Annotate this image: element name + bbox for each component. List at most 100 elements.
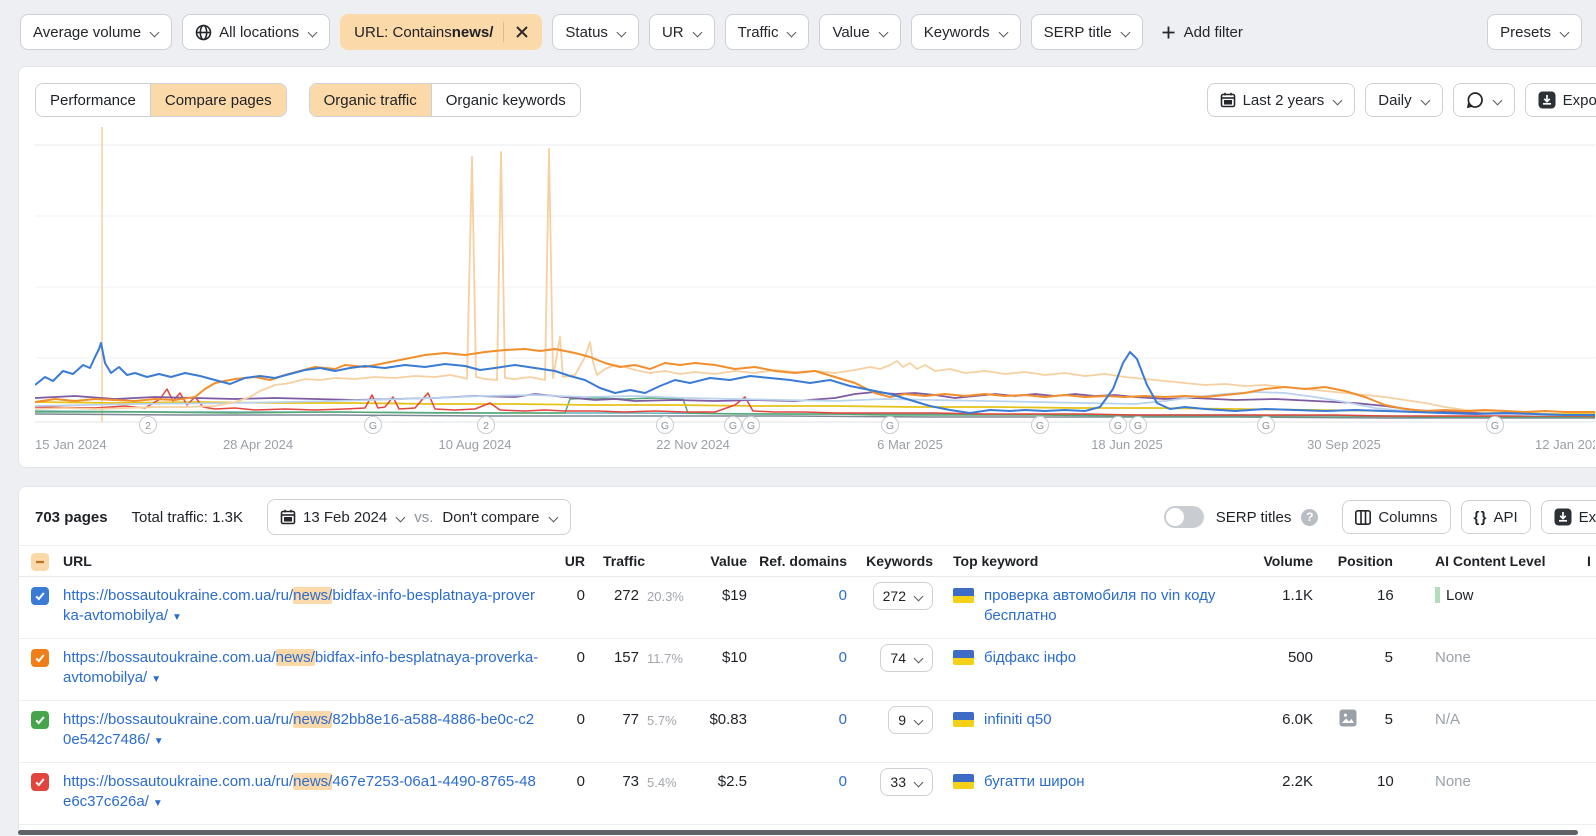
url-dropdown-caret[interactable]: ▼ <box>152 798 163 809</box>
row-checkbox-checked[interactable] <box>31 773 49 791</box>
traffic-percent: 20.3% <box>647 589 684 604</box>
ref-domains-link[interactable]: 0 <box>838 773 847 790</box>
chart-event-marker-g[interactable]: G <box>656 416 674 434</box>
ukraine-flag-icon <box>953 712 974 727</box>
chart-event-marker-g[interactable]: G <box>1129 416 1147 434</box>
filter-label: Keywords <box>923 23 990 41</box>
filter-chip-prefix: URL: Contains <box>354 23 452 41</box>
row-checkbox-checked[interactable] <box>31 587 49 605</box>
column-header-url[interactable]: URL <box>63 553 92 569</box>
traffic-cell: 157 11.7% <box>591 648 707 669</box>
table-export-button[interactable]: Export <box>1540 500 1596 534</box>
column-header-traffic[interactable]: Traffic <box>603 553 646 569</box>
top-keyword-link[interactable]: бідфакс інфо <box>984 649 1077 666</box>
filter-all-locations-button[interactable]: All locations <box>182 14 331 50</box>
chart-event-marker-2[interactable]: 2 <box>477 416 495 434</box>
page-url-link[interactable]: https://bossautoukraine.com.ua/ru/news/b… <box>63 587 535 624</box>
top-keyword-link[interactable]: infiniti q50 <box>984 711 1052 728</box>
serp-titles-toggle[interactable] <box>1163 506 1204 528</box>
column-header-ai[interactable]: AI Content Level <box>1435 553 1546 569</box>
tab-compare-pages[interactable]: Compare pages <box>149 84 286 116</box>
chart-event-marker-g[interactable]: G <box>1486 416 1504 434</box>
top-keyword-link[interactable]: бугатти широн <box>984 773 1085 790</box>
columns-icon <box>1355 509 1372 525</box>
column-header-extra[interactable]: I <box>1587 553 1591 569</box>
filter-value-button[interactable]: Value <box>819 14 901 50</box>
api-label: API <box>1493 508 1518 526</box>
column-header-ur[interactable]: UR <box>564 553 585 569</box>
column-header-value[interactable]: Value <box>710 553 747 569</box>
column-header-volume[interactable]: Volume <box>1263 553 1313 569</box>
chart-event-marker-g[interactable]: G <box>1109 416 1127 434</box>
remove-filter-button[interactable] <box>508 18 536 46</box>
value-cell: $0.83 <box>709 711 747 728</box>
volume-cell: 1.1K <box>1282 587 1313 604</box>
columns-label: Columns <box>1378 508 1438 526</box>
compare-label: Don't compare <box>442 508 540 526</box>
chart-event-marker-g[interactable]: G <box>742 416 760 434</box>
column-header-topkw[interactable]: Top keyword <box>953 553 1039 569</box>
filter-ur-button[interactable]: UR <box>648 14 715 50</box>
row-checkbox-checked[interactable] <box>31 649 49 667</box>
chart-event-marker-g[interactable]: G <box>364 416 382 434</box>
table-date-compare-control[interactable]: 13 Feb 2024 vs. Don't compare <box>267 499 571 535</box>
keywords-select[interactable]: 74 <box>880 644 933 672</box>
page-url-link[interactable]: https://bossautoukraine.com.ua/news/bidf… <box>63 649 538 686</box>
granularity-button[interactable]: Daily <box>1365 83 1443 117</box>
ref-domains-link[interactable]: 0 <box>838 711 847 728</box>
filter-status-button[interactable]: Status <box>552 14 639 50</box>
x-axis-label: 30 Sep 2025 <box>1307 437 1381 452</box>
url-dropdown-caret[interactable]: ▼ <box>151 674 162 685</box>
filter-traffic-button[interactable]: Traffic <box>724 14 810 50</box>
filter-average-volume-button[interactable]: Average volume <box>20 14 173 50</box>
value-cell: $2.5 <box>717 773 747 790</box>
x-axis-label: 6 Mar 2025 <box>877 437 943 452</box>
keywords-select[interactable]: 9 <box>888 706 933 734</box>
keywords-select[interactable]: 33 <box>880 768 933 796</box>
keywords-select[interactable]: 272 <box>872 582 933 610</box>
table-toolbar: 703 pages Total traffic: 1.3K 13 Feb 202… <box>19 487 1596 545</box>
filter-presets-button[interactable]: Presets <box>1487 14 1582 50</box>
chart-event-marker-g[interactable]: G <box>1031 416 1049 434</box>
page-url-link[interactable]: https://bossautoukraine.com.ua/ru/news/4… <box>63 773 536 810</box>
api-button[interactable]: { } API <box>1460 500 1531 534</box>
chart-event-marker-g[interactable]: G <box>1257 416 1275 434</box>
calendar-icon <box>280 509 296 525</box>
annotations-button[interactable] <box>1452 83 1515 117</box>
plus-icon <box>1161 25 1176 40</box>
x-axis-label: 18 Jun 2025 <box>1091 437 1163 452</box>
filter-label: Presets <box>1500 23 1551 41</box>
tab-organic-keywords[interactable]: Organic keywords <box>430 84 580 116</box>
column-header-position[interactable]: Position <box>1337 553 1393 569</box>
add-filter-button[interactable]: Add filter <box>1153 14 1251 50</box>
chart-event-marker-g[interactable]: G <box>881 416 899 434</box>
row-checkbox-checked[interactable] <box>31 711 49 729</box>
chart-event-marker-2[interactable]: 2 <box>139 416 157 434</box>
svg-text:G: G <box>886 420 894 432</box>
select-all-checkbox-indeterminate[interactable] <box>31 552 49 571</box>
active-filter-chip-url-contains[interactable]: URL: Contains news/ <box>340 14 543 50</box>
ref-domains-link[interactable]: 0 <box>838 587 847 604</box>
chart-export-button[interactable]: Export <box>1524 83 1596 117</box>
horizontal-scrollbar[interactable] <box>18 830 1578 835</box>
svg-text:G: G <box>1134 420 1142 432</box>
svg-text:G: G <box>747 420 755 432</box>
tab-performance[interactable]: Performance <box>36 84 150 116</box>
top-keyword-link[interactable]: проверка автомобиля по vin коду бесплатн… <box>984 587 1216 624</box>
chevron-down-icon <box>879 28 888 37</box>
tab-organic-traffic[interactable]: Organic traffic <box>309 84 431 116</box>
x-axis-label: 22 Nov 2024 <box>656 437 730 452</box>
chart-event-marker-g[interactable]: G <box>724 416 742 434</box>
url-dropdown-caret[interactable]: ▼ <box>153 736 164 747</box>
column-header-ref[interactable]: Ref. domains <box>759 553 847 569</box>
filter-keywords-button[interactable]: Keywords <box>910 14 1021 50</box>
column-header-kw[interactable]: Keywords <box>866 553 933 569</box>
page-url-link[interactable]: https://bossautoukraine.com.ua/ru/news/8… <box>63 711 534 748</box>
ref-domains-link[interactable]: 0 <box>838 649 847 666</box>
url-dropdown-caret[interactable]: ▼ <box>172 612 182 623</box>
filter-serp-title-button[interactable]: SERP title <box>1030 14 1143 50</box>
columns-button[interactable]: Columns <box>1342 500 1451 534</box>
help-icon[interactable]: ? <box>1301 508 1319 526</box>
date-range-button[interactable]: Last 2 years <box>1206 83 1356 117</box>
